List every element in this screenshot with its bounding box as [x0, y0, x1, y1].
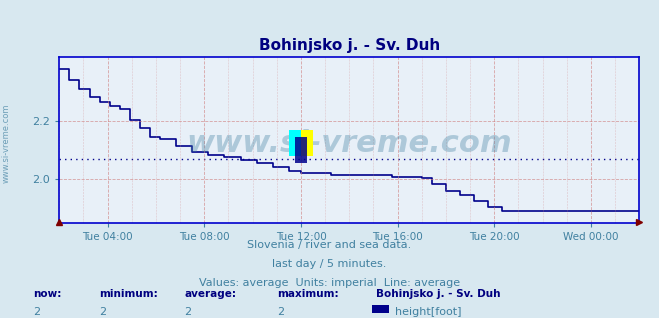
Text: height[foot]: height[foot] [395, 307, 462, 317]
Text: now:: now: [33, 289, 61, 299]
Text: last day / 5 minutes.: last day / 5 minutes. [272, 259, 387, 269]
FancyBboxPatch shape [289, 130, 301, 156]
FancyBboxPatch shape [295, 137, 307, 163]
Text: 2: 2 [33, 307, 40, 317]
Title: Bohinjsko j. - Sv. Duh: Bohinjsko j. - Sv. Duh [258, 38, 440, 53]
Text: Values: average  Units: imperial  Line: average: Values: average Units: imperial Line: av… [199, 278, 460, 288]
Text: 2: 2 [185, 307, 192, 317]
Text: 2: 2 [277, 307, 284, 317]
Text: www.si-vreme.com: www.si-vreme.com [186, 129, 512, 158]
Text: average:: average: [185, 289, 237, 299]
FancyBboxPatch shape [289, 130, 313, 156]
Text: Bohinjsko j. - Sv. Duh: Bohinjsko j. - Sv. Duh [376, 289, 500, 299]
Text: 2: 2 [99, 307, 106, 317]
Text: minimum:: minimum: [99, 289, 158, 299]
Text: www.si-vreme.com: www.si-vreme.com [2, 103, 11, 183]
Text: maximum:: maximum: [277, 289, 339, 299]
Text: Slovenia / river and sea data.: Slovenia / river and sea data. [247, 240, 412, 250]
